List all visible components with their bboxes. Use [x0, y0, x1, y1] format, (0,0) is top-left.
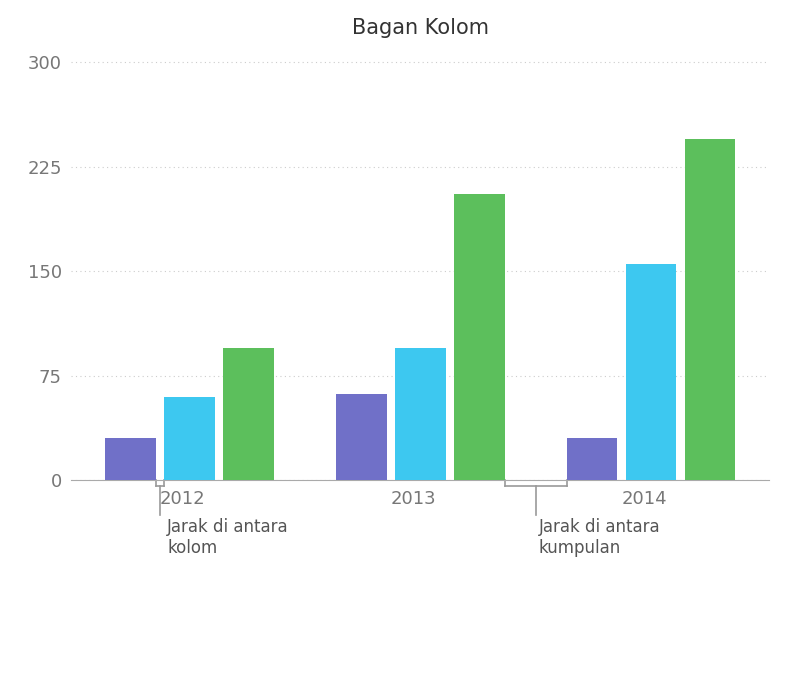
- Bar: [164, 397, 215, 480]
- Text: Jarak di antara
kolom: Jarak di antara kolom: [167, 518, 289, 556]
- Title: Bagan Kolom: Bagan Kolom: [352, 18, 488, 38]
- Text: Jarak di antara
kumpulan: Jarak di antara kumpulan: [538, 518, 660, 556]
- Bar: [454, 194, 504, 480]
- Bar: [105, 438, 155, 480]
- Bar: [685, 139, 735, 480]
- Bar: [626, 264, 676, 480]
- Bar: [336, 394, 386, 480]
- Bar: [395, 348, 446, 480]
- Bar: [224, 348, 274, 480]
- Bar: [567, 438, 617, 480]
